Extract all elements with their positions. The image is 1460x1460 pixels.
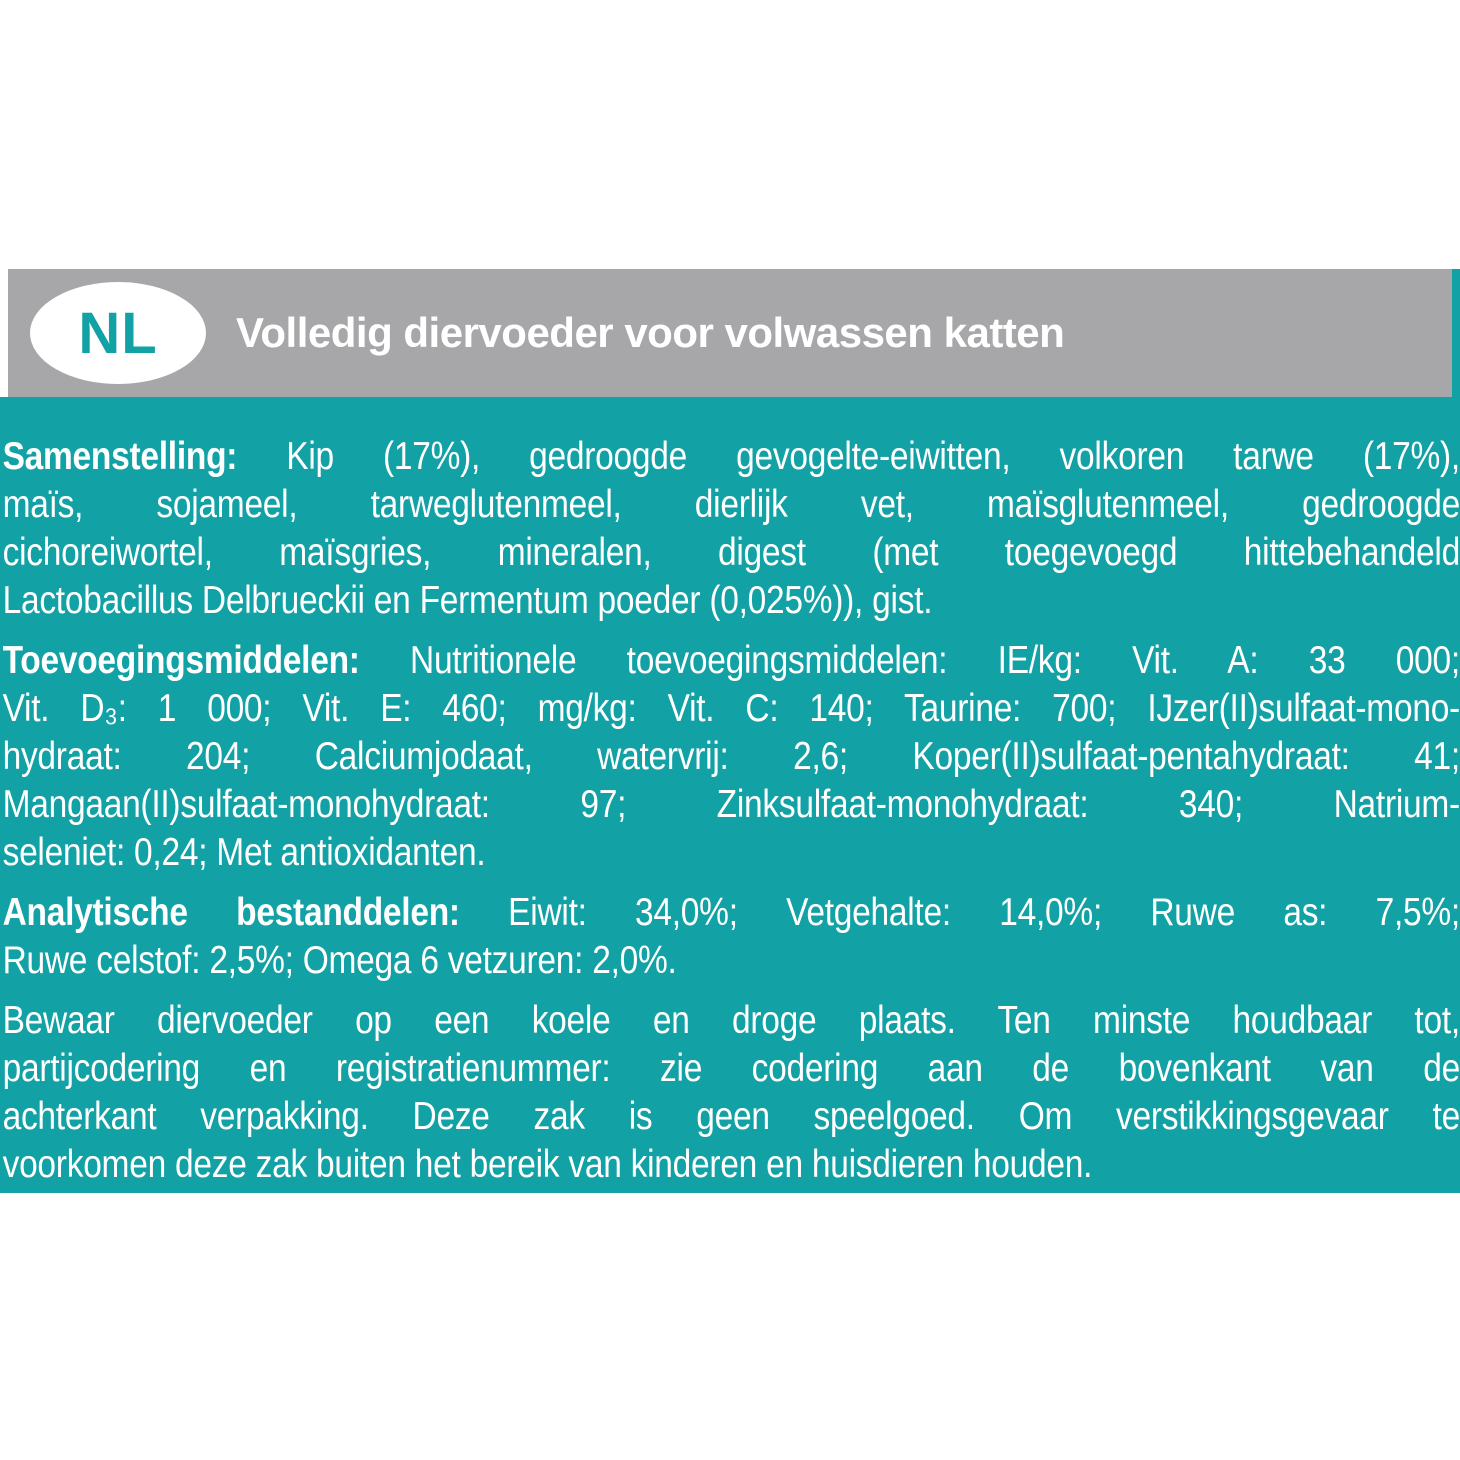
- composition-line-4: Lactobacillus Delbrueckii en Fermentum p…: [2, 579, 933, 622]
- additives-paragraph: Toevoegingsmiddelen: Nutritionele toevoe…: [0, 637, 1460, 877]
- text-line: Samenstelling: Kip (17%), gedroogde gevo…: [0, 433, 1460, 481]
- additives-line-3: hydraat: 204; Calciumjodaat, watervrij: …: [2, 735, 1460, 778]
- language-badge: NL: [30, 282, 206, 384]
- additives-line-2: Vit. D₃: 1 000; Vit. E: 460; mg/kg: Vit.…: [2, 687, 1460, 730]
- language-badge-text: NL: [78, 300, 158, 366]
- analytical-paragraph: Analytische bestanddelen: Eiwit: 34,0%; …: [0, 889, 1460, 985]
- storage-line-3: achterkant verpakking. Deze zak is geen …: [2, 1095, 1460, 1138]
- analytical-heading: Analytische bestanddelen:: [2, 891, 461, 934]
- storage-paragraph: Bewaar diervoeder op een koele en droge …: [0, 997, 1460, 1189]
- composition-heading: Samenstelling:: [2, 435, 238, 478]
- composition-line-1: Kip (17%), gedroogde gevogelte-eiwitten,…: [237, 435, 1460, 478]
- additives-line-5: seleniet: 0,24; Met antioxidanten.: [2, 831, 486, 874]
- header-title: Volledig diervoeder voor volwassen katte…: [236, 309, 1065, 356]
- additives-line-4: Mangaan(II)sulfaat-monohydraat: 97; Zink…: [2, 783, 1460, 826]
- storage-line-1: Bewaar diervoeder op een koele en droge …: [2, 999, 1460, 1042]
- storage-line-4: voorkomen deze zak buiten het bereik van…: [2, 1143, 1093, 1186]
- language-band: NL Volledig diervoeder voor volwassen ka…: [8, 269, 1452, 397]
- composition-paragraph: Samenstelling: Kip (17%), gedroogde gevo…: [0, 433, 1460, 625]
- composition-line-2: maïs, sojameel, tarweglutenmeel, dierlij…: [2, 483, 1460, 526]
- composition-line-3: cichoreiwortel, maïsgries, mineralen, di…: [2, 531, 1460, 574]
- text-line: Toevoegingsmiddelen: Nutritionele toevoe…: [0, 637, 1460, 685]
- additives-heading: Toevoegingsmiddelen:: [2, 639, 360, 682]
- additives-line-1: Nutritionele toevoegingsmiddelen: IE/kg:…: [359, 639, 1460, 682]
- teal-edge-strip: [1452, 269, 1460, 397]
- analytical-line-2: Ruwe celstof: 2,5%; Omega 6 vetzuren: 2,…: [2, 939, 677, 982]
- text-line: Analytische bestanddelen: Eiwit: 34,0%; …: [0, 889, 1460, 937]
- analytical-line-1: Eiwit: 34,0%; Vetgehalte: 14,0%; Ruwe as…: [459, 891, 1460, 934]
- label-text-panel: Samenstelling: Kip (17%), gedroogde gevo…: [0, 397, 1460, 1193]
- storage-line-2: partijcodering en registratienummer: zie…: [2, 1047, 1460, 1090]
